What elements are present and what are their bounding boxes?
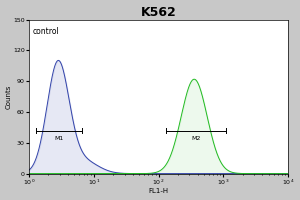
Y-axis label: Counts: Counts bbox=[6, 84, 12, 109]
X-axis label: FL1-H: FL1-H bbox=[148, 188, 169, 194]
Title: K562: K562 bbox=[141, 6, 176, 19]
Text: M2: M2 bbox=[191, 136, 201, 141]
Text: M1: M1 bbox=[54, 136, 64, 141]
Text: control: control bbox=[33, 27, 59, 36]
